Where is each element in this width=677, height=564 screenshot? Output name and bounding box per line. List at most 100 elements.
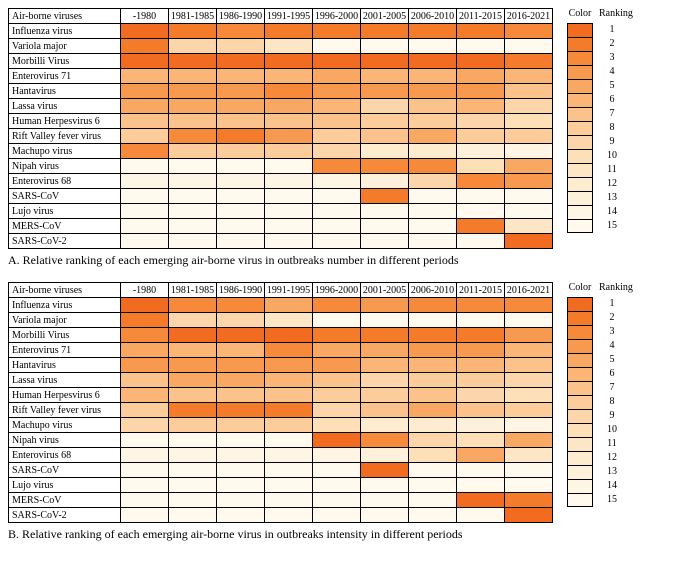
- heatmap-cell: [457, 343, 505, 358]
- legend-rank-value: 2: [599, 37, 625, 51]
- heatmap-cell: [265, 39, 313, 54]
- heatmap-cell: [121, 328, 169, 343]
- heatmap-cell: [505, 508, 553, 523]
- heatmap-cell: [265, 84, 313, 99]
- heatmap-cell: [457, 39, 505, 54]
- heatmap-cell: [409, 373, 457, 388]
- heatmap-cell: [265, 448, 313, 463]
- heatmap-cell: [457, 313, 505, 328]
- heatmap-cell: [121, 129, 169, 144]
- heatmap-cell: [409, 433, 457, 448]
- period-header: 1996-2000: [313, 9, 361, 24]
- heatmap-cell: [505, 493, 553, 508]
- heatmap-cell: [169, 204, 217, 219]
- legend-swatch: [567, 409, 593, 423]
- legend-swatch: [567, 367, 593, 381]
- legend-swatch: [567, 311, 593, 325]
- virus-name: Morbilli Virus: [9, 328, 121, 343]
- heatmap-cell: [361, 219, 409, 234]
- heatmap-cell: [265, 313, 313, 328]
- heatmap-cell: [217, 144, 265, 159]
- panel-b-row: Air-borne viruses-19801981-19851986-1990…: [8, 282, 669, 523]
- heatmap-cell: [217, 69, 265, 84]
- heatmap-cell: [121, 373, 169, 388]
- heatmap-cell: [457, 234, 505, 249]
- virus-name: MERS-CoV: [9, 493, 121, 508]
- heatmap-cell: [361, 159, 409, 174]
- heatmap-cell: [457, 493, 505, 508]
- legend-rank-value: 2: [599, 311, 625, 325]
- heatmap-cell: [217, 189, 265, 204]
- heatmap-cell: [313, 403, 361, 418]
- heatmap-a: Air-borne viruses-19801981-19851986-1990…: [8, 8, 553, 249]
- heatmap-cell: [361, 174, 409, 189]
- legend-swatch: [567, 395, 593, 409]
- heatmap-cell: [505, 24, 553, 39]
- heatmap-cell: [457, 114, 505, 129]
- legend-swatch: [567, 37, 593, 51]
- heatmap-cell: [313, 99, 361, 114]
- heatmap-b: Air-borne viruses-19801981-19851986-1990…: [8, 282, 553, 523]
- legend-rank-value: 8: [599, 395, 625, 409]
- heatmap-cell: [361, 204, 409, 219]
- heatmap-cell: [505, 463, 553, 478]
- period-header: 2011-2015: [457, 283, 505, 298]
- heatmap-cell: [409, 448, 457, 463]
- heatmap-cell: [217, 24, 265, 39]
- heatmap-cell: [121, 204, 169, 219]
- heatmap-cell: [457, 99, 505, 114]
- heatmap-cell: [361, 418, 409, 433]
- heatmap-cell: [505, 69, 553, 84]
- heatmap-cell: [361, 313, 409, 328]
- heatmap-cell: [265, 403, 313, 418]
- legend-swatch: [567, 205, 593, 219]
- virus-name: Morbilli Virus: [9, 54, 121, 69]
- heatmap-cell: [361, 298, 409, 313]
- legend-rank-value: 5: [599, 79, 625, 93]
- heatmap-cell: [169, 99, 217, 114]
- heatmap-cell: [505, 433, 553, 448]
- heatmap-cell: [217, 508, 265, 523]
- legend-swatch: [567, 65, 593, 79]
- heatmap-cell: [505, 388, 553, 403]
- period-header: 1991-1995: [265, 9, 313, 24]
- heatmap-cell: [265, 99, 313, 114]
- legend-swatch: [567, 177, 593, 191]
- heatmap-cell: [265, 24, 313, 39]
- legend-rank-value: 9: [599, 409, 625, 423]
- heatmap-cell: [361, 373, 409, 388]
- legend-swatch: [567, 23, 593, 37]
- heatmap-cell: [505, 219, 553, 234]
- heatmap-cell: [505, 54, 553, 69]
- heatmap-cell: [169, 114, 217, 129]
- heatmap-cell: [457, 189, 505, 204]
- heatmap-cell: [217, 493, 265, 508]
- legend-rank-value: 12: [599, 451, 625, 465]
- legend-swatch: [567, 353, 593, 367]
- heatmap-cell: [169, 69, 217, 84]
- virus-name: Human Herpesvirus 6: [9, 388, 121, 403]
- heatmap-cell: [121, 114, 169, 129]
- heatmap-cell: [313, 114, 361, 129]
- heatmap-cell: [121, 478, 169, 493]
- heatmap-cell: [313, 24, 361, 39]
- heatmap-cell: [505, 328, 553, 343]
- legend-rank-value: 14: [599, 479, 625, 493]
- heatmap-cell: [121, 418, 169, 433]
- legend-rank-value: 5: [599, 353, 625, 367]
- heatmap-cell: [121, 234, 169, 249]
- virus-name: Hantavirus: [9, 358, 121, 373]
- legend-rank-value: 8: [599, 121, 625, 135]
- heatmap-cell: [121, 493, 169, 508]
- legend-rank-value: 1: [599, 297, 625, 311]
- heatmap-cell: [457, 298, 505, 313]
- heatmap-cell: [265, 159, 313, 174]
- period-header: 1991-1995: [265, 283, 313, 298]
- heatmap-cell: [409, 328, 457, 343]
- legend-rank-value: 15: [599, 493, 625, 507]
- legend-rank-value: 10: [599, 423, 625, 437]
- heatmap-cell: [313, 84, 361, 99]
- heatmap-cell: [505, 313, 553, 328]
- heatmap-cell: [121, 343, 169, 358]
- legend-b-colors: Color: [567, 282, 593, 507]
